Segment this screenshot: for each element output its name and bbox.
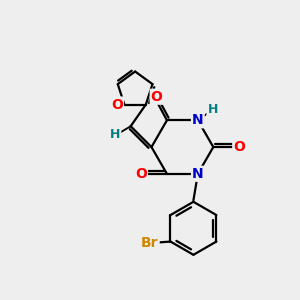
Text: N: N <box>192 113 204 127</box>
Text: O: O <box>111 98 123 112</box>
Text: O: O <box>135 167 147 181</box>
Text: Br: Br <box>141 236 159 250</box>
Text: H: H <box>207 103 218 116</box>
Text: H: H <box>110 128 120 141</box>
Text: O: O <box>233 140 245 154</box>
Text: N: N <box>192 167 204 181</box>
Text: O: O <box>151 90 163 104</box>
